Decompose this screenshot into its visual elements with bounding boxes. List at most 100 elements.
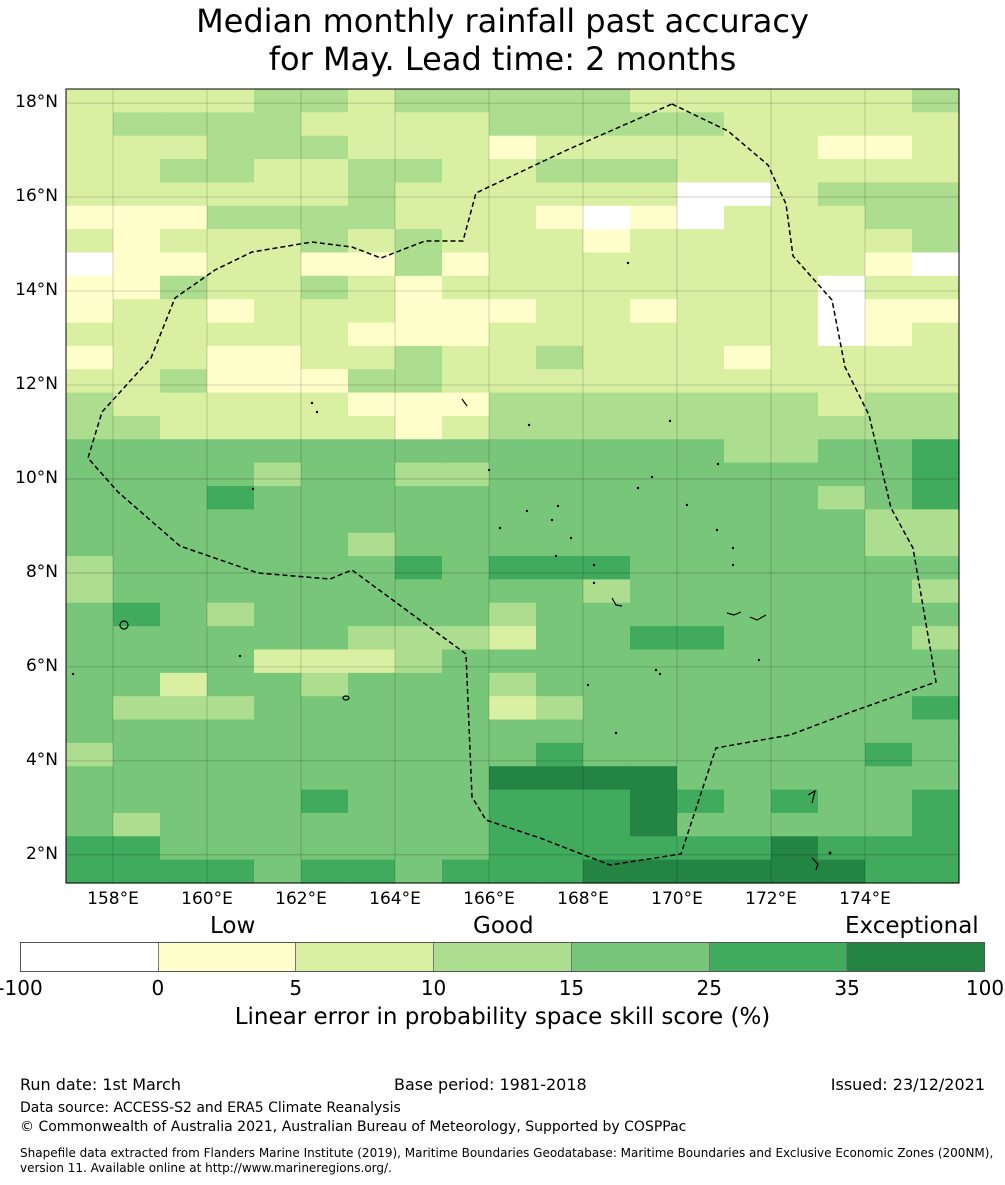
skill-cell bbox=[724, 696, 772, 721]
skill-cell bbox=[348, 509, 396, 534]
skill-cell bbox=[583, 345, 631, 370]
skill-cell bbox=[912, 626, 960, 651]
skill-cell bbox=[865, 415, 913, 440]
skill-cell bbox=[771, 205, 819, 230]
skill-cell bbox=[583, 369, 631, 394]
skill-cell bbox=[301, 532, 349, 557]
skill-cell bbox=[207, 89, 255, 113]
skill-cell bbox=[865, 532, 913, 557]
skill-cell bbox=[207, 766, 255, 791]
skill-cell bbox=[630, 299, 678, 324]
skill-cell bbox=[348, 532, 396, 557]
skill-cell bbox=[160, 766, 208, 791]
skill-cell bbox=[301, 392, 349, 417]
skill-cell bbox=[489, 626, 537, 651]
skill-cell bbox=[301, 836, 349, 861]
skill-cell bbox=[489, 159, 537, 184]
skill-cell bbox=[160, 812, 208, 837]
skill-cell bbox=[536, 345, 584, 370]
skill-cell bbox=[536, 275, 584, 300]
skill-cell bbox=[301, 369, 349, 394]
skill-cell bbox=[66, 836, 114, 861]
skill-cell bbox=[724, 672, 772, 697]
skill-cell bbox=[207, 812, 255, 837]
skill-cell bbox=[113, 322, 161, 347]
latitude-label: 8°N bbox=[25, 561, 58, 582]
skill-cell bbox=[677, 602, 725, 627]
longitude-label: 174°E bbox=[839, 889, 891, 909]
skill-cell bbox=[818, 252, 866, 277]
skill-cell bbox=[348, 789, 396, 814]
skill-cell bbox=[583, 696, 631, 721]
colorbar-tick-label: 100 bbox=[965, 976, 1005, 1000]
skill-cell bbox=[489, 89, 537, 113]
skill-cell bbox=[254, 135, 302, 160]
skill-cell bbox=[442, 579, 490, 604]
skill-cell bbox=[160, 509, 208, 534]
skill-cell bbox=[395, 205, 443, 230]
skill-cell bbox=[724, 486, 772, 510]
skill-cell bbox=[912, 252, 960, 277]
skill-cell bbox=[348, 462, 396, 487]
skill-cell bbox=[207, 696, 255, 721]
skill-cell bbox=[630, 532, 678, 557]
skill-cell bbox=[160, 112, 208, 137]
skill-cell bbox=[113, 345, 161, 370]
skill-cell bbox=[912, 859, 960, 884]
skill-cell bbox=[207, 719, 255, 744]
skill-cell bbox=[254, 159, 302, 184]
skill-cell bbox=[348, 836, 396, 861]
skill-cell bbox=[583, 322, 631, 347]
skill-cell bbox=[489, 579, 537, 604]
skill-cell bbox=[301, 112, 349, 137]
skill-cell bbox=[865, 766, 913, 791]
skill-cell bbox=[254, 275, 302, 300]
skill-cell bbox=[66, 89, 114, 113]
skill-cell bbox=[818, 696, 866, 721]
skill-cell bbox=[207, 579, 255, 604]
skill-cell bbox=[536, 159, 584, 184]
skill-cell bbox=[818, 486, 866, 510]
skill-cell bbox=[442, 742, 490, 767]
skill-cell bbox=[395, 369, 443, 394]
skill-cell bbox=[677, 415, 725, 440]
skill-cell bbox=[583, 789, 631, 814]
skill-cell bbox=[536, 509, 584, 534]
skill-cell bbox=[489, 672, 537, 697]
skill-cell bbox=[818, 509, 866, 534]
skill-cell bbox=[66, 672, 114, 697]
skill-cell bbox=[583, 462, 631, 487]
skill-cell bbox=[301, 439, 349, 464]
skill-cell bbox=[536, 696, 584, 721]
skill-cell bbox=[489, 532, 537, 557]
latitude-label: 16°N bbox=[15, 186, 58, 207]
skill-cell bbox=[583, 299, 631, 324]
skill-cell bbox=[395, 532, 443, 557]
skill-cell bbox=[630, 345, 678, 370]
skill-cell bbox=[113, 229, 161, 254]
skill-cell bbox=[912, 89, 960, 113]
skill-cell bbox=[442, 205, 490, 230]
skill-cell bbox=[442, 719, 490, 744]
colorbar-tick-label: 0 bbox=[151, 976, 165, 1000]
skill-cell bbox=[724, 392, 772, 417]
skill-cell bbox=[66, 766, 114, 791]
skill-cell bbox=[724, 859, 772, 884]
skill-cell bbox=[818, 229, 866, 254]
skill-cell bbox=[583, 252, 631, 277]
skill-cell bbox=[818, 532, 866, 557]
skill-cell bbox=[66, 462, 114, 487]
skill-cell bbox=[865, 649, 913, 674]
skill-score-grid bbox=[66, 89, 960, 884]
skill-cell bbox=[254, 579, 302, 604]
skill-cell bbox=[536, 229, 584, 254]
longitude-label: 164°E bbox=[369, 889, 421, 909]
skill-cell bbox=[865, 135, 913, 160]
skill-cell bbox=[348, 299, 396, 324]
skill-cell bbox=[395, 415, 443, 440]
skill-cell bbox=[442, 439, 490, 464]
skill-cell bbox=[301, 205, 349, 230]
skill-cell bbox=[677, 836, 725, 861]
skill-cell bbox=[630, 556, 678, 581]
skill-cell bbox=[724, 462, 772, 487]
